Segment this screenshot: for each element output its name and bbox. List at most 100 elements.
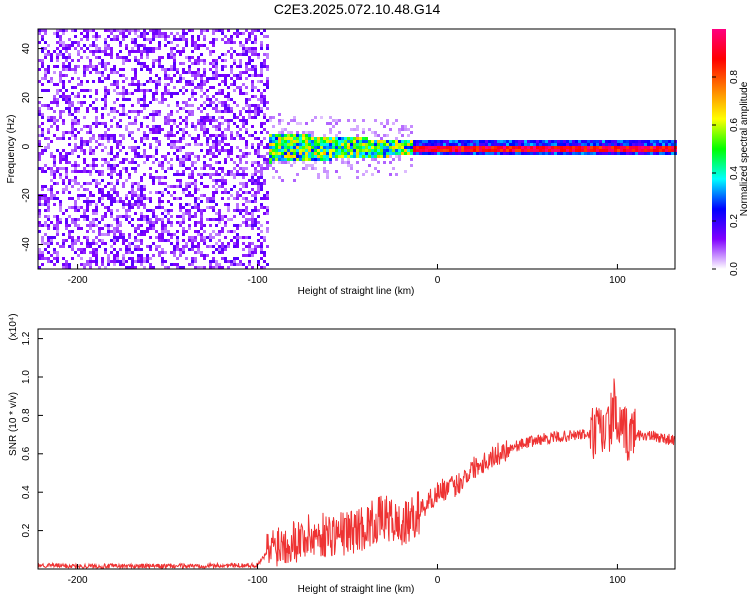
heatmap-cell xyxy=(110,170,113,173)
heatmap-cell xyxy=(602,152,605,155)
heatmap-cell xyxy=(161,212,164,215)
heatmap-cell xyxy=(269,152,272,155)
heatmap-cell xyxy=(95,71,98,74)
heatmap-cell xyxy=(236,32,239,35)
heatmap-cell xyxy=(482,152,485,155)
heatmap-cell xyxy=(590,146,593,149)
heatmap-cell xyxy=(74,179,77,182)
heatmap-cell xyxy=(92,134,95,137)
heatmap-cell xyxy=(425,152,428,155)
heatmap-cell xyxy=(179,173,182,176)
heatmap-cell xyxy=(233,209,236,212)
heatmap-cell xyxy=(536,143,539,146)
heatmap-cell xyxy=(350,152,353,155)
heatmap-cell xyxy=(161,161,164,164)
heatmap-cell xyxy=(134,89,137,92)
heatmap-cell xyxy=(116,173,119,176)
heatmap-cell xyxy=(107,44,110,47)
heatmap-cell xyxy=(206,254,209,257)
heatmap-cell xyxy=(74,176,77,179)
heatmap-cell xyxy=(101,134,104,137)
heatmap-cell xyxy=(131,29,134,32)
heatmap-cell xyxy=(230,77,233,80)
heatmap-cell xyxy=(161,248,164,251)
heatmap-cell xyxy=(374,134,377,137)
heatmap-cell xyxy=(77,131,80,134)
heatmap-cell xyxy=(44,209,47,212)
heatmap-cell xyxy=(257,188,260,191)
heatmap-cell xyxy=(95,158,98,161)
heatmap-cell xyxy=(281,131,284,134)
heatmap-cell xyxy=(137,80,140,83)
heatmap-cell xyxy=(92,251,95,254)
heatmap-cell xyxy=(149,128,152,131)
heatmap-cell xyxy=(302,137,305,140)
heatmap-cell xyxy=(158,110,161,113)
heatmap-cell xyxy=(89,191,92,194)
heatmap-cell xyxy=(179,74,182,77)
heatmap-cell xyxy=(257,263,260,266)
heatmap-cell xyxy=(449,152,452,155)
heatmap-cell xyxy=(278,158,281,161)
heatmap-cell xyxy=(284,152,287,155)
heatmap-cell xyxy=(530,140,533,143)
heatmap-cell xyxy=(92,194,95,197)
heatmap-cell xyxy=(650,149,653,152)
heatmap-cell xyxy=(68,263,71,266)
heatmap-cell xyxy=(86,107,89,110)
heatmap-cell xyxy=(293,116,296,119)
heatmap-cell xyxy=(533,149,536,152)
heatmap-cell xyxy=(338,143,341,146)
heatmap-cell xyxy=(575,146,578,149)
heatmap-cell xyxy=(68,245,71,248)
heatmap-cell xyxy=(509,140,512,143)
heatmap-cell xyxy=(182,47,185,50)
heatmap-cell xyxy=(191,29,194,32)
heatmap-cell xyxy=(143,92,146,95)
heatmap-cell xyxy=(65,167,68,170)
heatmap-cell xyxy=(92,50,95,53)
heatmap-cell xyxy=(491,149,494,152)
heatmap-cell xyxy=(116,155,119,158)
heatmap-cell xyxy=(542,140,545,143)
heatmap-cell xyxy=(272,152,275,155)
heatmap-cell xyxy=(44,194,47,197)
heatmap-cell xyxy=(62,29,65,32)
heatmap-cell xyxy=(65,152,68,155)
heatmap-cell xyxy=(191,38,194,41)
heatmap-cell xyxy=(59,206,62,209)
heatmap-cell xyxy=(68,62,71,65)
heatmap-cell xyxy=(272,176,275,179)
heatmap-cell xyxy=(107,263,110,266)
heatmap-cell xyxy=(116,83,119,86)
heatmap-cell xyxy=(251,110,254,113)
heatmap-cell xyxy=(212,167,215,170)
heatmap-cell xyxy=(56,218,59,221)
heatmap-cell xyxy=(323,158,326,161)
heatmap-cell xyxy=(98,230,101,233)
heatmap-cell xyxy=(581,146,584,149)
heatmap-cell xyxy=(122,86,125,89)
heatmap-cell xyxy=(134,44,137,47)
heatmap-cell xyxy=(38,266,41,269)
heatmap-cell xyxy=(140,98,143,101)
colorbar: 0.00.20.40.60.8 Normalized spectral ampl… xyxy=(712,29,750,276)
heatmap-cell xyxy=(140,248,143,251)
heatmap-cell xyxy=(395,146,398,149)
heatmap-cell xyxy=(212,65,215,68)
heatmap-cell xyxy=(113,137,116,140)
heatmap-cell xyxy=(353,119,356,122)
heatmap-cell xyxy=(182,86,185,89)
heatmap-cell xyxy=(161,236,164,239)
heatmap-cell xyxy=(380,143,383,146)
heatmap-cell xyxy=(467,152,470,155)
heatmap-cell xyxy=(131,188,134,191)
heatmap-cell xyxy=(158,203,161,206)
heatmap-cell xyxy=(410,149,413,152)
heatmap-cell xyxy=(44,32,47,35)
heatmap-cell xyxy=(146,134,149,137)
heatmap-cell xyxy=(509,146,512,149)
heatmap-cell xyxy=(179,209,182,212)
heatmap-cell xyxy=(182,62,185,65)
heatmap-cell xyxy=(260,131,263,134)
